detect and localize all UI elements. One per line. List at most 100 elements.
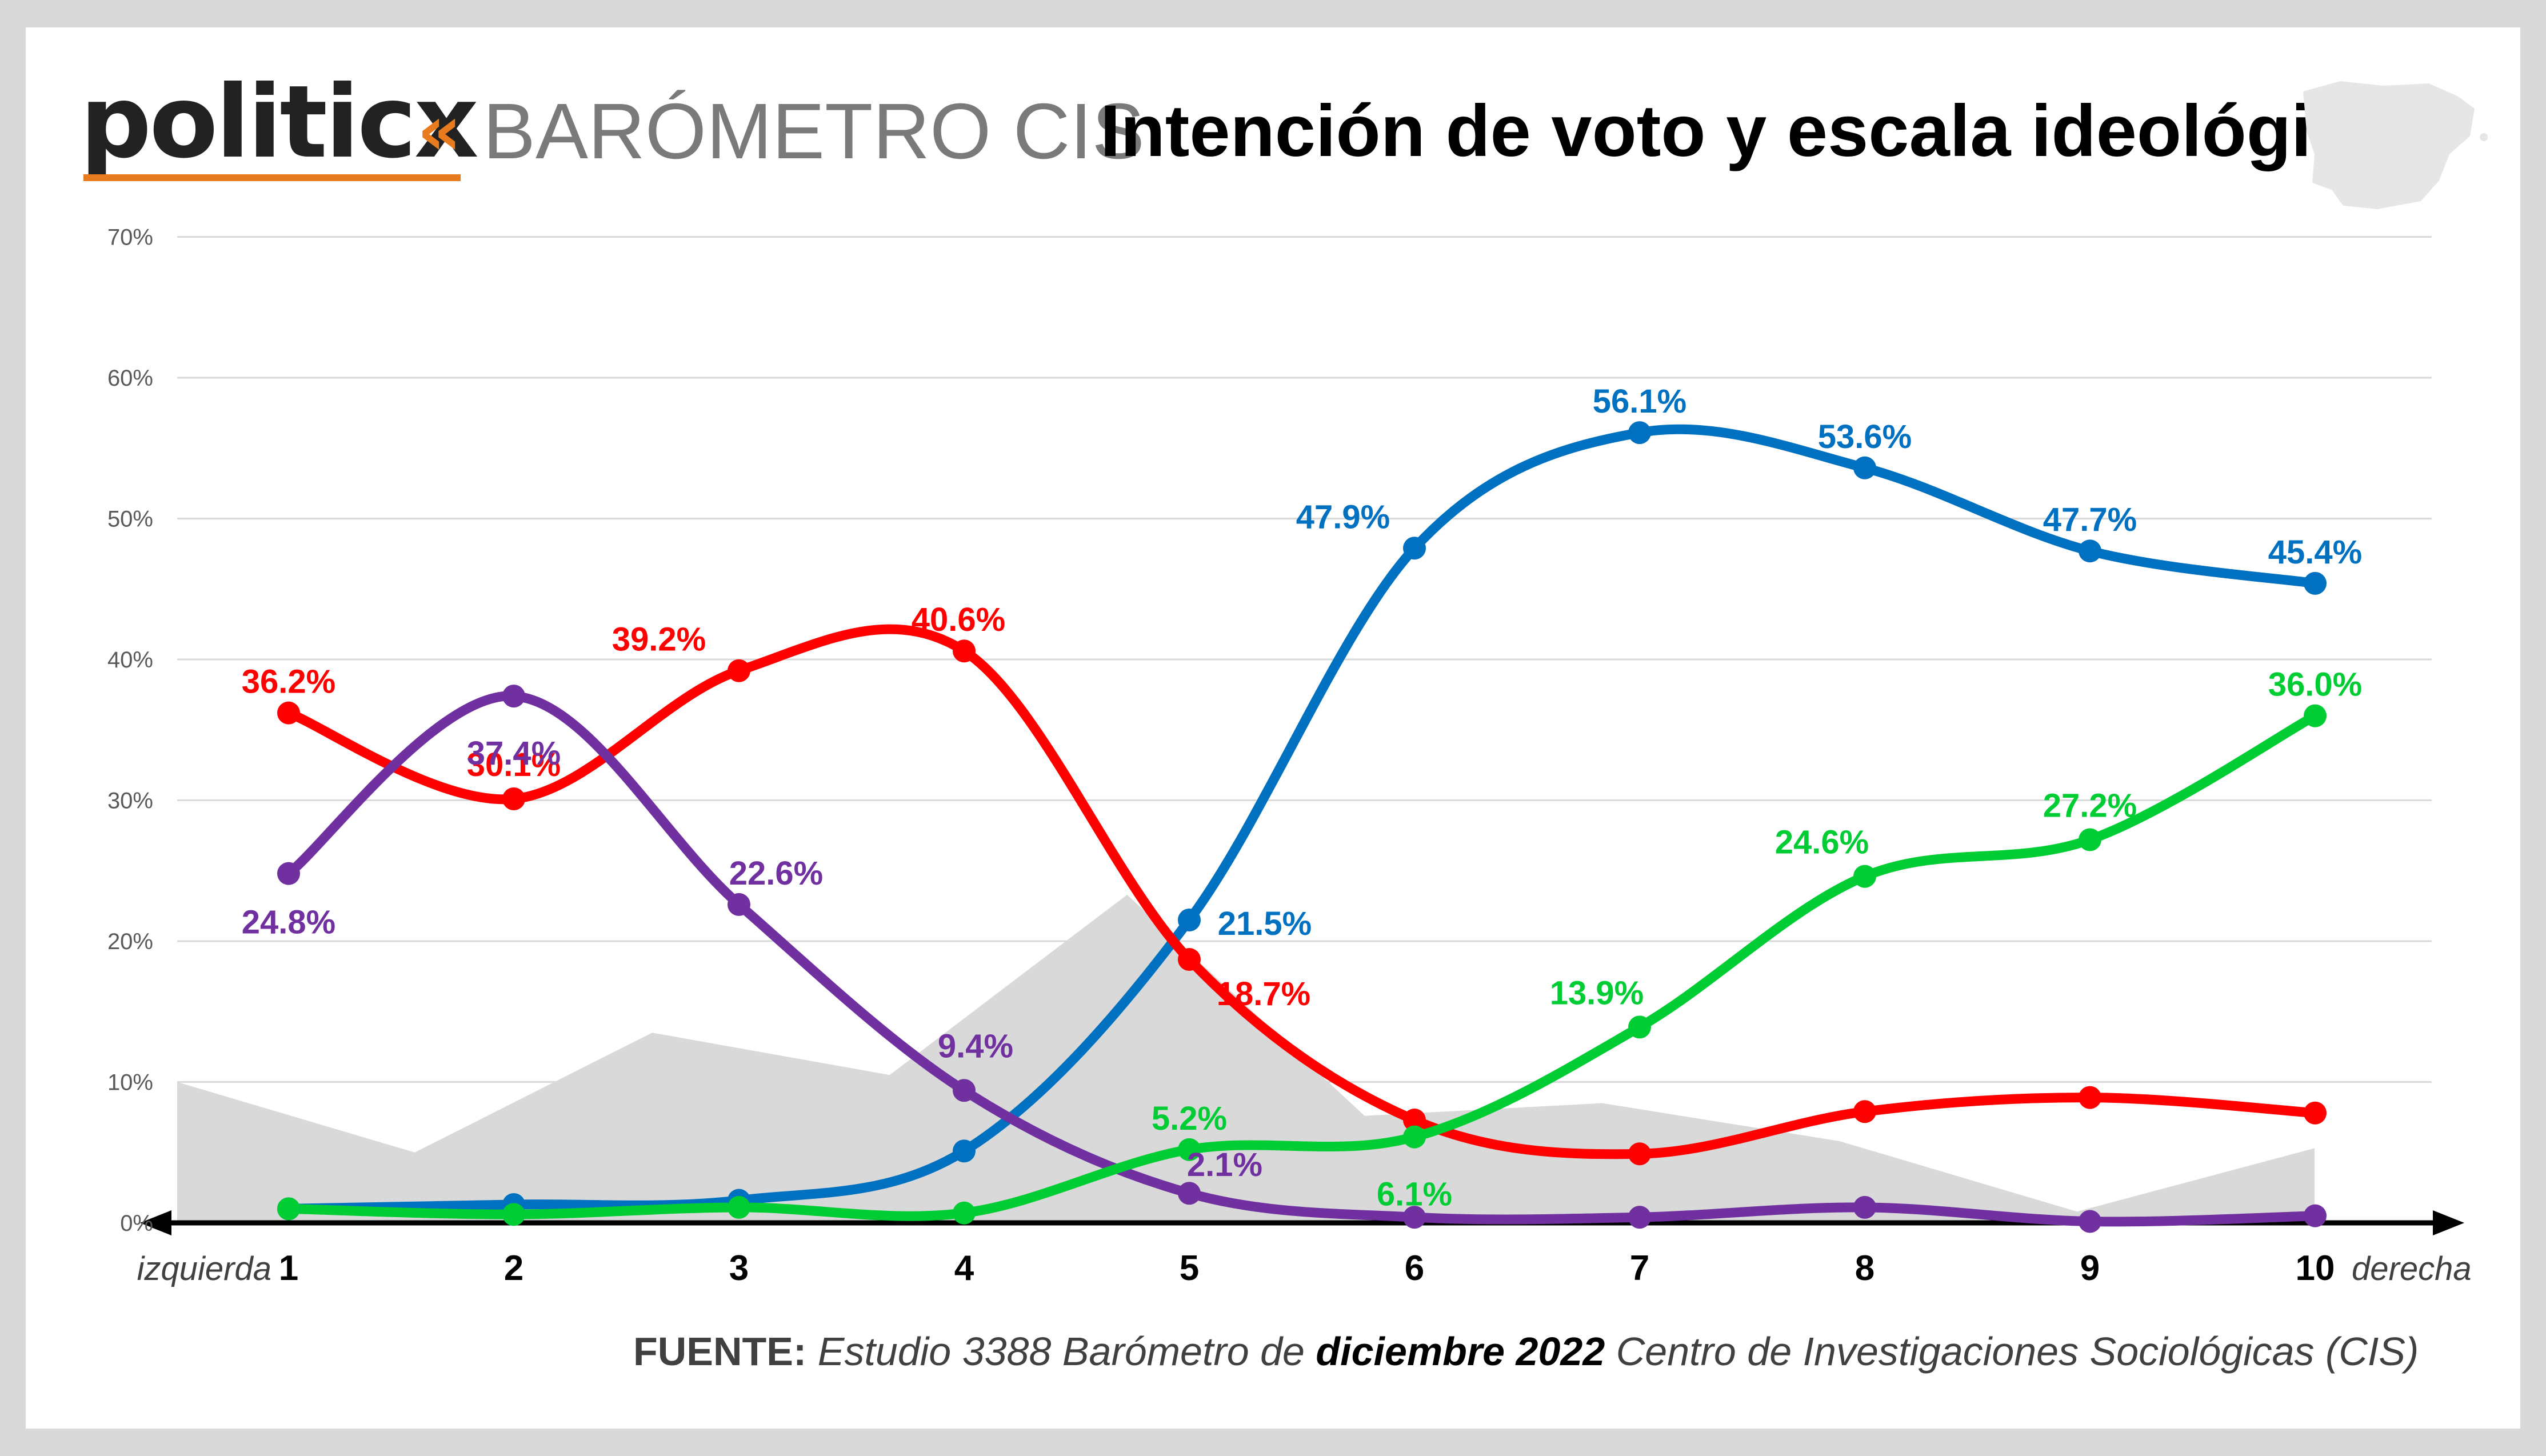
data-label: 37.4% (467, 735, 561, 772)
data-label: 2.1% (1187, 1146, 1262, 1183)
data-label: 5.2% (1152, 1100, 1227, 1137)
data-label: 36.2% (242, 663, 335, 701)
data-point (277, 701, 300, 725)
data-point (1403, 1125, 1426, 1149)
data-label: 22.6% (729, 855, 823, 892)
x-axis-arrow-left (140, 1210, 171, 1235)
data-label: 36.0% (2268, 666, 2362, 703)
series-line (283, 711, 2320, 1221)
data-point (1178, 909, 1201, 932)
data-point (1628, 1142, 1651, 1166)
tick-labels: 0% 10% 20% 30% 40% 50% 60% 70% 1 2 3 4 5 6 7 8 9 10 izquie… (107, 225, 2472, 1289)
series-lines (283, 424, 2320, 1227)
data-label: 24.8% (242, 904, 335, 941)
data-point (953, 1139, 976, 1163)
data-label: 53.6% (1818, 418, 1912, 455)
data-point (1853, 865, 1876, 888)
data-labels: 21.5% 47.9% 56.1% 53.6% 47.7% 45.4% 36.2% 30.1%… (242, 383, 2362, 1213)
data-label: 6.1% (1377, 1176, 1452, 1213)
data-label: 30.1% (467, 746, 561, 783)
data-point (1853, 1195, 1876, 1219)
x-tick-label: 8 (1855, 1249, 1874, 1288)
y-tick-label: 10% (107, 1070, 153, 1095)
data-point (277, 1197, 300, 1221)
data-point (953, 1201, 976, 1225)
data-point (1628, 421, 1651, 445)
data-point (1403, 1109, 1426, 1132)
y-tick-label: 70% (107, 225, 153, 250)
data-point (953, 639, 976, 663)
data-point (1403, 537, 1426, 560)
grid (177, 236, 2432, 1083)
x-axis-arrow-right (2433, 1210, 2464, 1235)
data-label: 9.4% (938, 1027, 1013, 1065)
data-label: 47.9% (1296, 498, 1390, 535)
data-point (2079, 1210, 2101, 1233)
distribution-area (177, 894, 2315, 1223)
data-point (2304, 704, 2327, 727)
data-point (728, 659, 750, 682)
x-label-right: derecha (2352, 1250, 2472, 1287)
data-point (1178, 1138, 1201, 1161)
source-text-after: Centro de Investigaciones Sociológicas (… (1605, 1329, 2419, 1374)
brand-subtitle: BARÓMETRO CIS (483, 87, 1145, 175)
data-point (728, 893, 750, 916)
series-points (277, 421, 2327, 1233)
y-tick-label: 0% (120, 1211, 153, 1236)
data-label: 21.5% (1218, 905, 1312, 942)
source-label: FUENTE: (633, 1329, 807, 1374)
data-label: 47.7% (2043, 501, 2137, 538)
data-point (277, 862, 300, 885)
chart-title: Intención de voto y escala ideológica (1100, 90, 2393, 172)
data-label: 13.9% (1550, 974, 1644, 1011)
background-area (177, 894, 2315, 1223)
x-tick-label: 1 (279, 1249, 298, 1288)
data-label: 27.2% (2043, 787, 2137, 825)
data-point (2079, 828, 2101, 851)
x-tick-label: 10 (2296, 1249, 2335, 1288)
data-point (2079, 539, 2101, 563)
series-line (283, 691, 2320, 1227)
spain-map-icon (2303, 81, 2488, 209)
x-tick-label: 7 (1630, 1249, 1649, 1288)
data-label: 18.7% (1217, 975, 1310, 1013)
data-label: 40.6% (912, 601, 1005, 638)
politicx-chevron-icon: « (417, 91, 461, 171)
data-point (2304, 1204, 2327, 1227)
y-tick-label: 30% (107, 789, 153, 814)
source-text-before: Estudio 3388 Barómetro de (806, 1329, 1316, 1374)
series-line (283, 624, 2320, 1159)
x-tick-label: 3 (729, 1249, 749, 1288)
source-date: diciembre 2022 (1316, 1329, 1605, 1374)
data-point (502, 685, 525, 708)
data-point (2304, 571, 2327, 595)
data-point (1178, 1182, 1201, 1205)
x-tick-label: 2 (504, 1249, 523, 1288)
y-tick-label: 40% (107, 647, 153, 673)
data-point (953, 1079, 976, 1102)
x-tick-label: 5 (1180, 1249, 1199, 1288)
source-note: FUENTE: Estudio 3388 Barómetro de diciem… (633, 1326, 2419, 1377)
data-point (1853, 456, 1876, 479)
data-point (1853, 1100, 1876, 1123)
x-tick-label: 6 (1405, 1249, 1424, 1288)
data-point (1178, 948, 1201, 971)
data-point (1628, 1015, 1651, 1039)
data-point (2304, 1101, 2327, 1125)
data-label: 39.2% (612, 621, 706, 658)
x-label-left: izquierda (137, 1250, 271, 1287)
y-tick-label: 50% (107, 507, 153, 532)
data-point (2079, 1086, 2101, 1109)
data-label: 24.6% (1775, 824, 1869, 861)
logo-text: politicx (80, 65, 479, 181)
y-tick-label: 20% (107, 929, 153, 954)
data-point (502, 1203, 525, 1226)
data-label: 45.4% (2268, 534, 2362, 571)
data-point (1403, 1206, 1426, 1229)
data-point (728, 1195, 750, 1219)
logo-underline (83, 174, 461, 181)
x-tick-label: 4 (954, 1249, 974, 1288)
data-point (1628, 1206, 1651, 1229)
y-tick-label: 60% (107, 366, 153, 391)
